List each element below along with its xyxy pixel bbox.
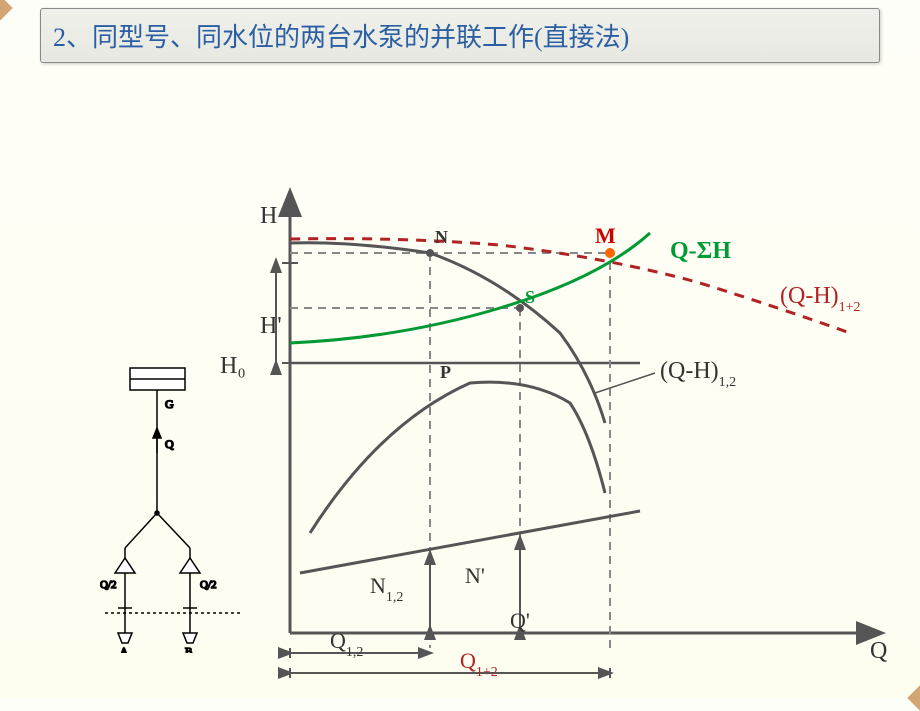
N12-label: N1,2 xyxy=(370,573,403,605)
system-curve-label: Q-ΣH xyxy=(670,238,731,264)
Qprime-label: Q' xyxy=(510,608,530,633)
point-M xyxy=(605,248,615,258)
Hprime-label: H' xyxy=(260,313,282,339)
point-M-label: M xyxy=(595,223,616,248)
H0-label: H₀ xyxy=(220,353,246,379)
pump-curves-chart: H Q H₀ H' (Q-H)1,2 (Q-H)1+2 Q-ΣH N S M P xyxy=(0,63,920,703)
y-axis-label: H xyxy=(260,203,277,229)
system-curve xyxy=(290,233,650,343)
Nprime-label: N' xyxy=(465,563,485,588)
point-N-label: N xyxy=(435,227,448,247)
slide-title: 2、同型号、同水位的两台水泵的并联工作(直接法) xyxy=(40,8,880,63)
corner-decoration-tl xyxy=(0,0,13,21)
combined-pump-label: (Q-H)1+2 xyxy=(780,283,861,315)
x-axis-label: Q xyxy=(870,638,887,664)
Q1plus2-label: Q1+2 xyxy=(460,648,498,680)
efficiency-curve xyxy=(310,382,605,533)
point-N xyxy=(426,249,434,257)
point-S-label: S xyxy=(525,287,535,307)
point-P-label: P xyxy=(440,362,451,382)
single-pump-label: (Q-H)1,2 xyxy=(660,358,736,390)
diagram-area: G Q Q/2 Q/2 A B xyxy=(0,63,920,683)
point-S xyxy=(516,304,524,312)
